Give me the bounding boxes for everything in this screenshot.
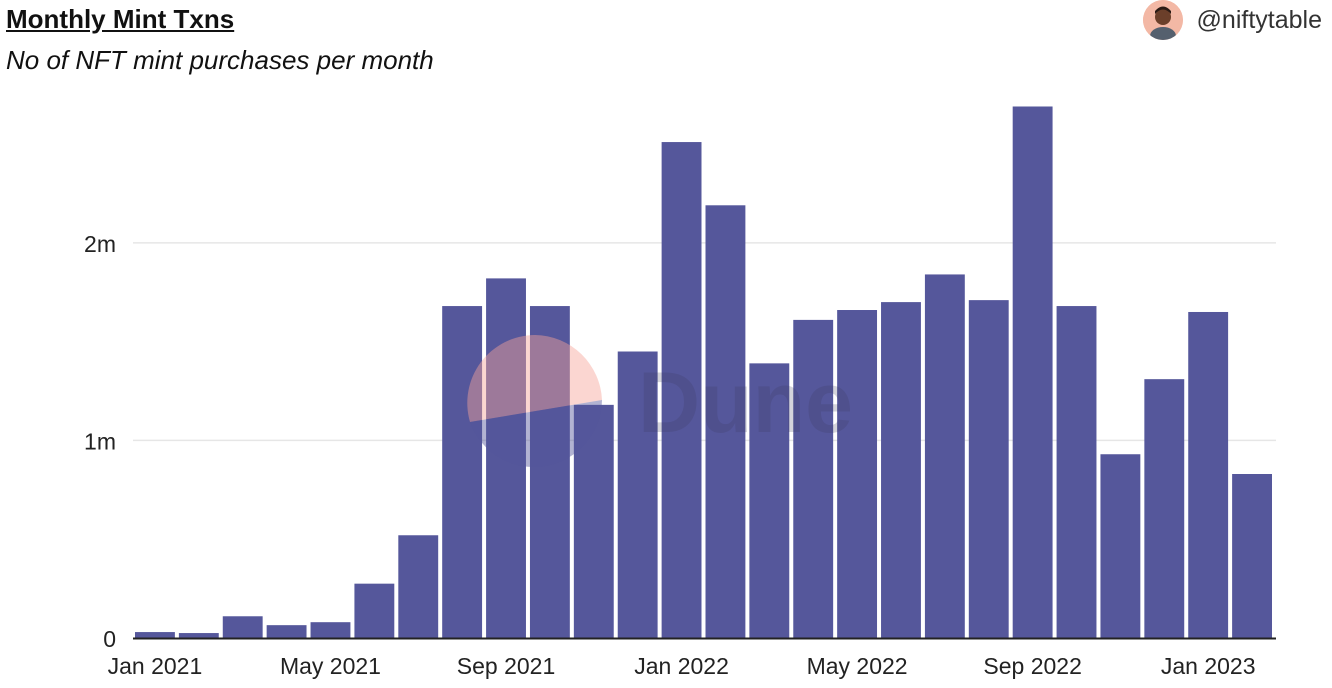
bar-jun-2021[interactable]: Jun 2021	[354, 583, 395, 638]
bar-aug-2022[interactable]: Aug 2022	[968, 300, 1009, 638]
x-tick-label: Sep 2021	[457, 653, 555, 679]
bar-feb-2021[interactable]: Feb 2021	[178, 633, 219, 638]
bar-may-2022[interactable]: May 2022	[837, 310, 878, 638]
chart-subtitle: No of NFT mint purchases per month	[6, 45, 434, 75]
gridlines	[133, 242, 1276, 442]
bar-dec-2021[interactable]: Dec 2021	[617, 351, 658, 639]
x-tick-label: Jan 2022	[634, 653, 729, 679]
bar-dec-2022[interactable]: Dec 2022	[1144, 379, 1185, 638]
bar-feb-2023[interactable]: Feb 2023	[1232, 474, 1272, 638]
x-tick-label: May 2022	[807, 653, 908, 679]
y-axis-labels: 0 1m 2m	[84, 231, 116, 652]
bar-nov-2022[interactable]: Nov 2022	[1100, 454, 1141, 638]
bar-jul-2022[interactable]: Jul 2022	[924, 274, 965, 638]
bar-sep-2021[interactable]: Sep 2021	[486, 278, 526, 638]
bar-jul-2021[interactable]: Jul 2021	[398, 535, 439, 638]
bar-apr-2022[interactable]: Apr 2022	[793, 319, 834, 638]
y-tick-label: 2m	[84, 231, 116, 257]
bar-oct-2022[interactable]: Oct 2022	[1056, 306, 1097, 638]
x-tick-label: Jan 2021	[108, 653, 203, 679]
x-tick-label: May 2021	[280, 653, 381, 679]
bar-jan-2022[interactable]: Jan 2022	[661, 142, 702, 638]
bar-feb-2022[interactable]: Feb 2022	[705, 205, 746, 639]
bar-jun-2022[interactable]: Jun 2022	[881, 302, 921, 638]
bar-nov-2021[interactable]: Nov 2021	[573, 404, 614, 638]
bar-jan-2021[interactable]: Jan 2021	[135, 632, 175, 638]
bar-jan-2023[interactable]: Jan 2023	[1188, 311, 1229, 638]
author-handle: @niftytable	[1196, 5, 1322, 34]
bar-oct-2021[interactable]: Oct 2021	[529, 306, 570, 638]
user-avatar-icon	[1142, 0, 1183, 40]
bar-apr-2021[interactable]: Apr 2021	[266, 625, 307, 638]
bar-may-2021[interactable]: May 2021	[310, 622, 351, 638]
x-axis-labels: Jan 2021 May 2021 Sep 2021 Jan 2022 May 2022…	[108, 653, 1256, 679]
bar-mar-2021[interactable]: Mar 2021	[222, 616, 263, 638]
y-tick-label: 0	[103, 626, 116, 652]
avatar	[1142, 0, 1183, 40]
bar-aug-2021[interactable]: Aug 2021	[442, 306, 483, 638]
chart-title[interactable]: Monthly Mint Txns	[6, 4, 235, 34]
bar-mar-2022[interactable]: Mar 2022	[749, 363, 790, 638]
x-tick-label: Jan 2023	[1161, 653, 1256, 679]
bar-sep-2022[interactable]: Sep 2022	[1012, 106, 1053, 639]
y-tick-label: 1m	[84, 428, 116, 454]
x-tick-label: Sep 2022	[983, 653, 1081, 679]
author-link[interactable]: @niftytable	[1142, 0, 1322, 40]
